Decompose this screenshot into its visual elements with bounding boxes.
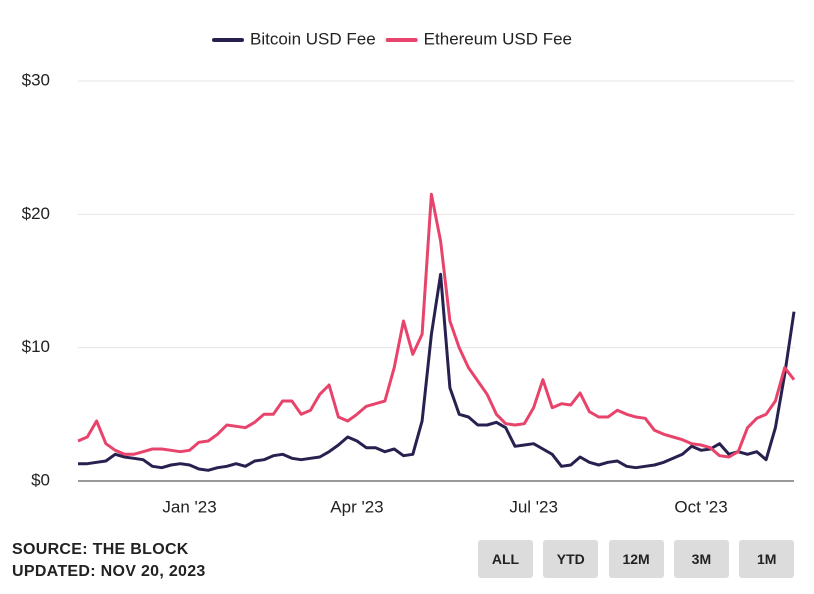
- y-tick-label: $20: [22, 204, 50, 223]
- updated: UPDATED: NOV 20, 2023: [12, 563, 206, 580]
- source: SOURCE: THE BLOCK: [12, 541, 189, 558]
- range-button[interactable]: 3M: [673, 540, 729, 578]
- range-button[interactable]: YTD: [543, 540, 599, 578]
- range-button[interactable]: 1M: [739, 540, 795, 578]
- legend-label: Ethereum USD Fee: [424, 29, 572, 48]
- range-button[interactable]: ALL: [478, 540, 533, 578]
- range-button[interactable]: 12M: [608, 540, 664, 578]
- x-tick-label: Jul '23: [509, 497, 558, 516]
- x-tick-label: Oct '23: [674, 497, 727, 516]
- y-tick-label: $30: [22, 70, 50, 89]
- series-line: [77, 192, 796, 459]
- y-tick-label: $0: [31, 470, 50, 489]
- x-tick-label: Apr '23: [330, 497, 383, 516]
- chart: $0 $10 $20 $30 Jan '23 Apr '23 Jul '23 Oct '23 B…: [22, 29, 796, 516]
- series-line: [78, 272, 796, 472]
- x-tick-label: Jan '23: [162, 497, 216, 516]
- y-tick-label: $10: [22, 337, 50, 356]
- legend-label: Bitcoin USD Fee: [250, 29, 376, 48]
